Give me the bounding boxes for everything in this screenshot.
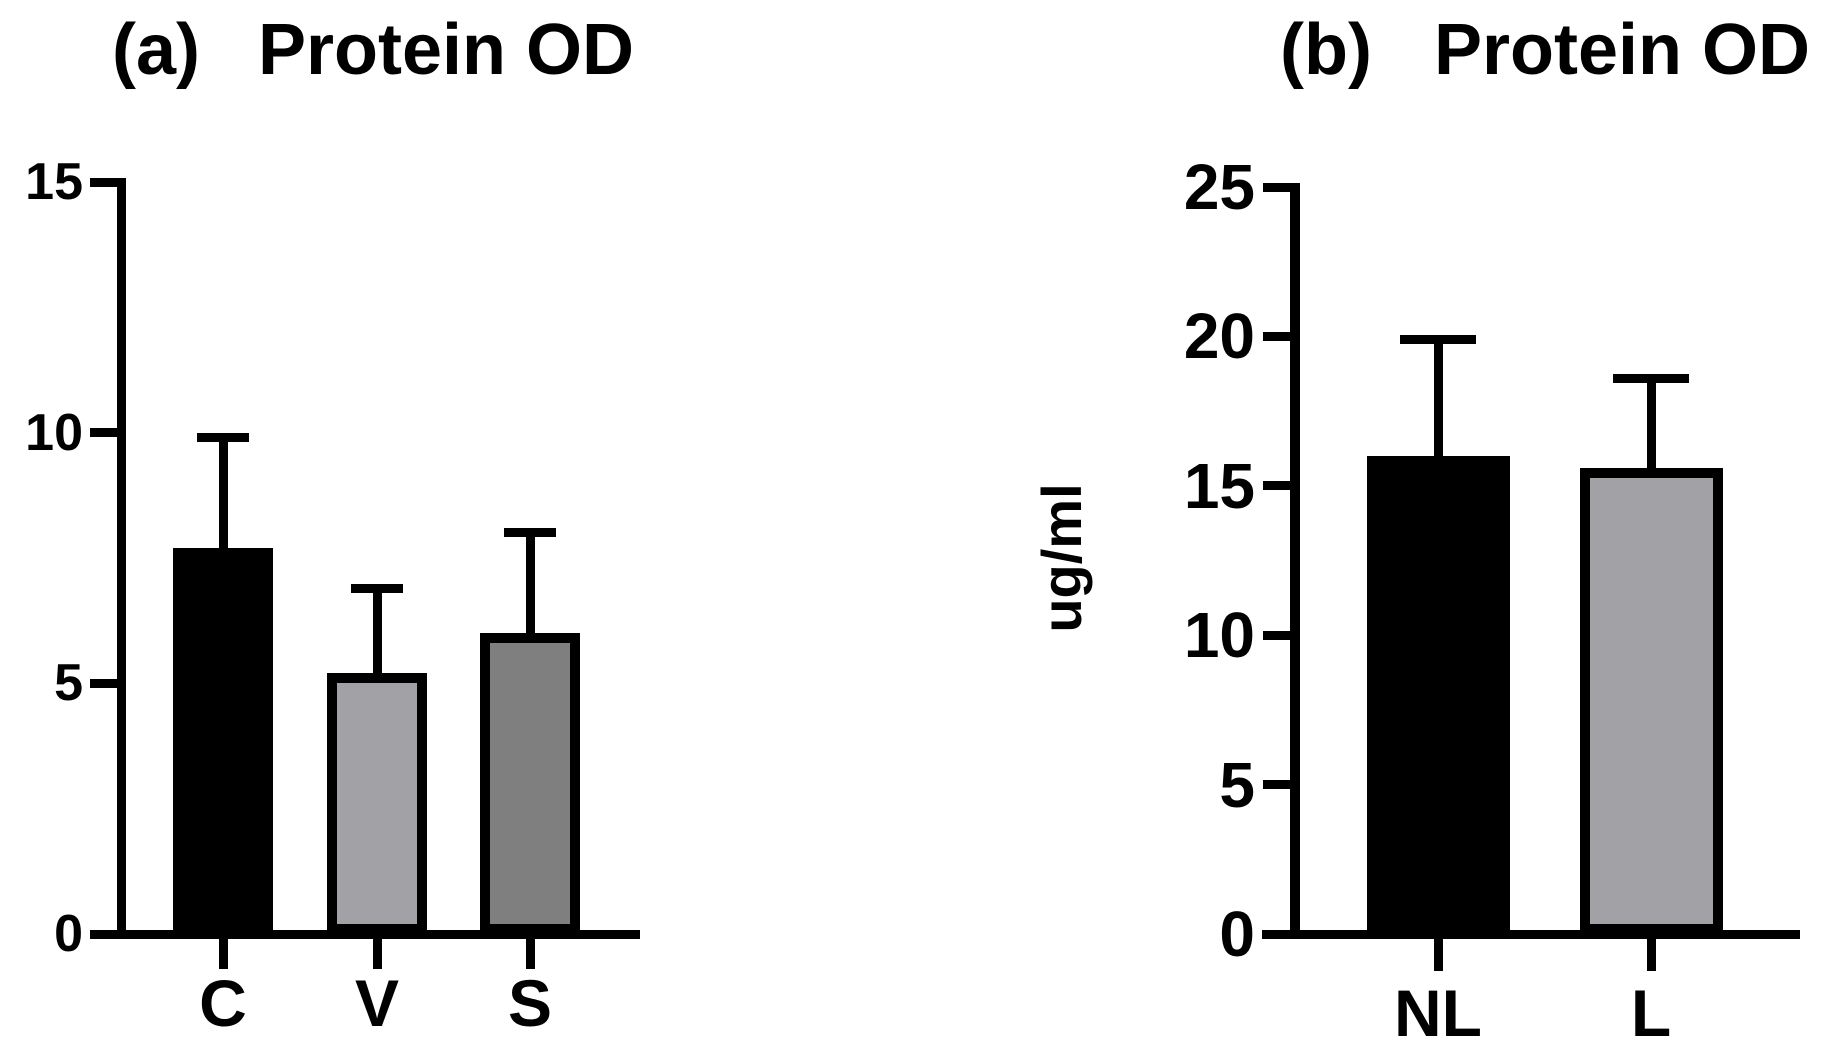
panel-a-category-label-C: C [199, 966, 247, 1040]
panel-a-y-tick-label: 0 [54, 905, 83, 963]
panel-b-bar-L [1579, 467, 1723, 934]
panel-a-x-tick [372, 938, 382, 969]
panel-b-y-tick-label: 25 [1183, 151, 1255, 223]
panel-b-error-bar-cap [1613, 373, 1689, 383]
panel-a-error-bar-cap [351, 583, 403, 593]
panel-a-bar-V [327, 673, 427, 934]
panel-b-title: Protein OD [1433, 10, 1810, 90]
panel-b-y-axis-line [1290, 183, 1300, 939]
panel-b-y-tick-label: 0 [1219, 898, 1255, 970]
panel-a-x-tick [218, 938, 228, 969]
panel-b-y-tick-label: 20 [1183, 300, 1255, 373]
panel-b-y-tick-label: 5 [1219, 748, 1255, 821]
panel-a-title-row: (a) Protein OD [112, 14, 634, 86]
panel-a-error-bar-cap [197, 433, 249, 443]
panel-a-category-label-V: V [354, 966, 400, 1040]
panel-b-y-tick [1263, 780, 1290, 790]
panel-b-x-axis-line [1262, 929, 1800, 939]
panel-b-category-label-L: L [1630, 976, 1672, 1050]
panel-b-y-tick [1263, 481, 1290, 491]
panel-a-title: Protein OD [258, 10, 635, 90]
panel-b-title-row: (b) Protein OD [1280, 14, 1810, 86]
panel-a-y-tick-label: 10 [25, 403, 83, 462]
panel-a-error-bar-cap [504, 528, 556, 538]
panel-b-x-tick [1433, 938, 1443, 971]
panel-b-y-tick-label: 15 [1183, 449, 1255, 522]
panel-a-error-bar-stem [372, 588, 382, 688]
panel-b-x-tick [1646, 938, 1656, 971]
panel-a-bar-S [480, 633, 580, 934]
panel-a-x-axis-line [94, 929, 640, 939]
panel-a-category-label-S: S [507, 966, 553, 1040]
panel-b-y-tick [1263, 331, 1290, 341]
panel-b-label: (b) [1280, 10, 1372, 90]
panel-a-y-tick [90, 177, 117, 187]
panel-a-y-tick [90, 678, 117, 688]
panel-a-y-tick [90, 428, 117, 438]
panel-b-y-tick [1263, 182, 1290, 192]
panel-b-error-bar-stem [1433, 339, 1443, 470]
panel-b-error-bar-stem [1646, 378, 1656, 482]
panel-a-label: (a) [112, 10, 200, 90]
panel-a-x-tick [525, 938, 535, 969]
panel-b-error-bar-cap [1400, 334, 1476, 344]
panel-b-category-label-NL: NL [1394, 976, 1482, 1050]
panel-a-y-axis-line [117, 178, 126, 939]
panel-a-bar-C [173, 547, 273, 934]
panel-a-error-bar-stem [525, 532, 535, 648]
panel-b-y-tick [1263, 630, 1290, 640]
panel-a-error-bar-stem [218, 437, 228, 562]
panel-a-y-tick-label: 5 [54, 654, 83, 713]
panel-a-y-tick-label: 15 [25, 153, 83, 212]
panel-b-y-tick-label: 10 [1183, 599, 1255, 672]
panel-b-bar-NL [1366, 455, 1510, 934]
